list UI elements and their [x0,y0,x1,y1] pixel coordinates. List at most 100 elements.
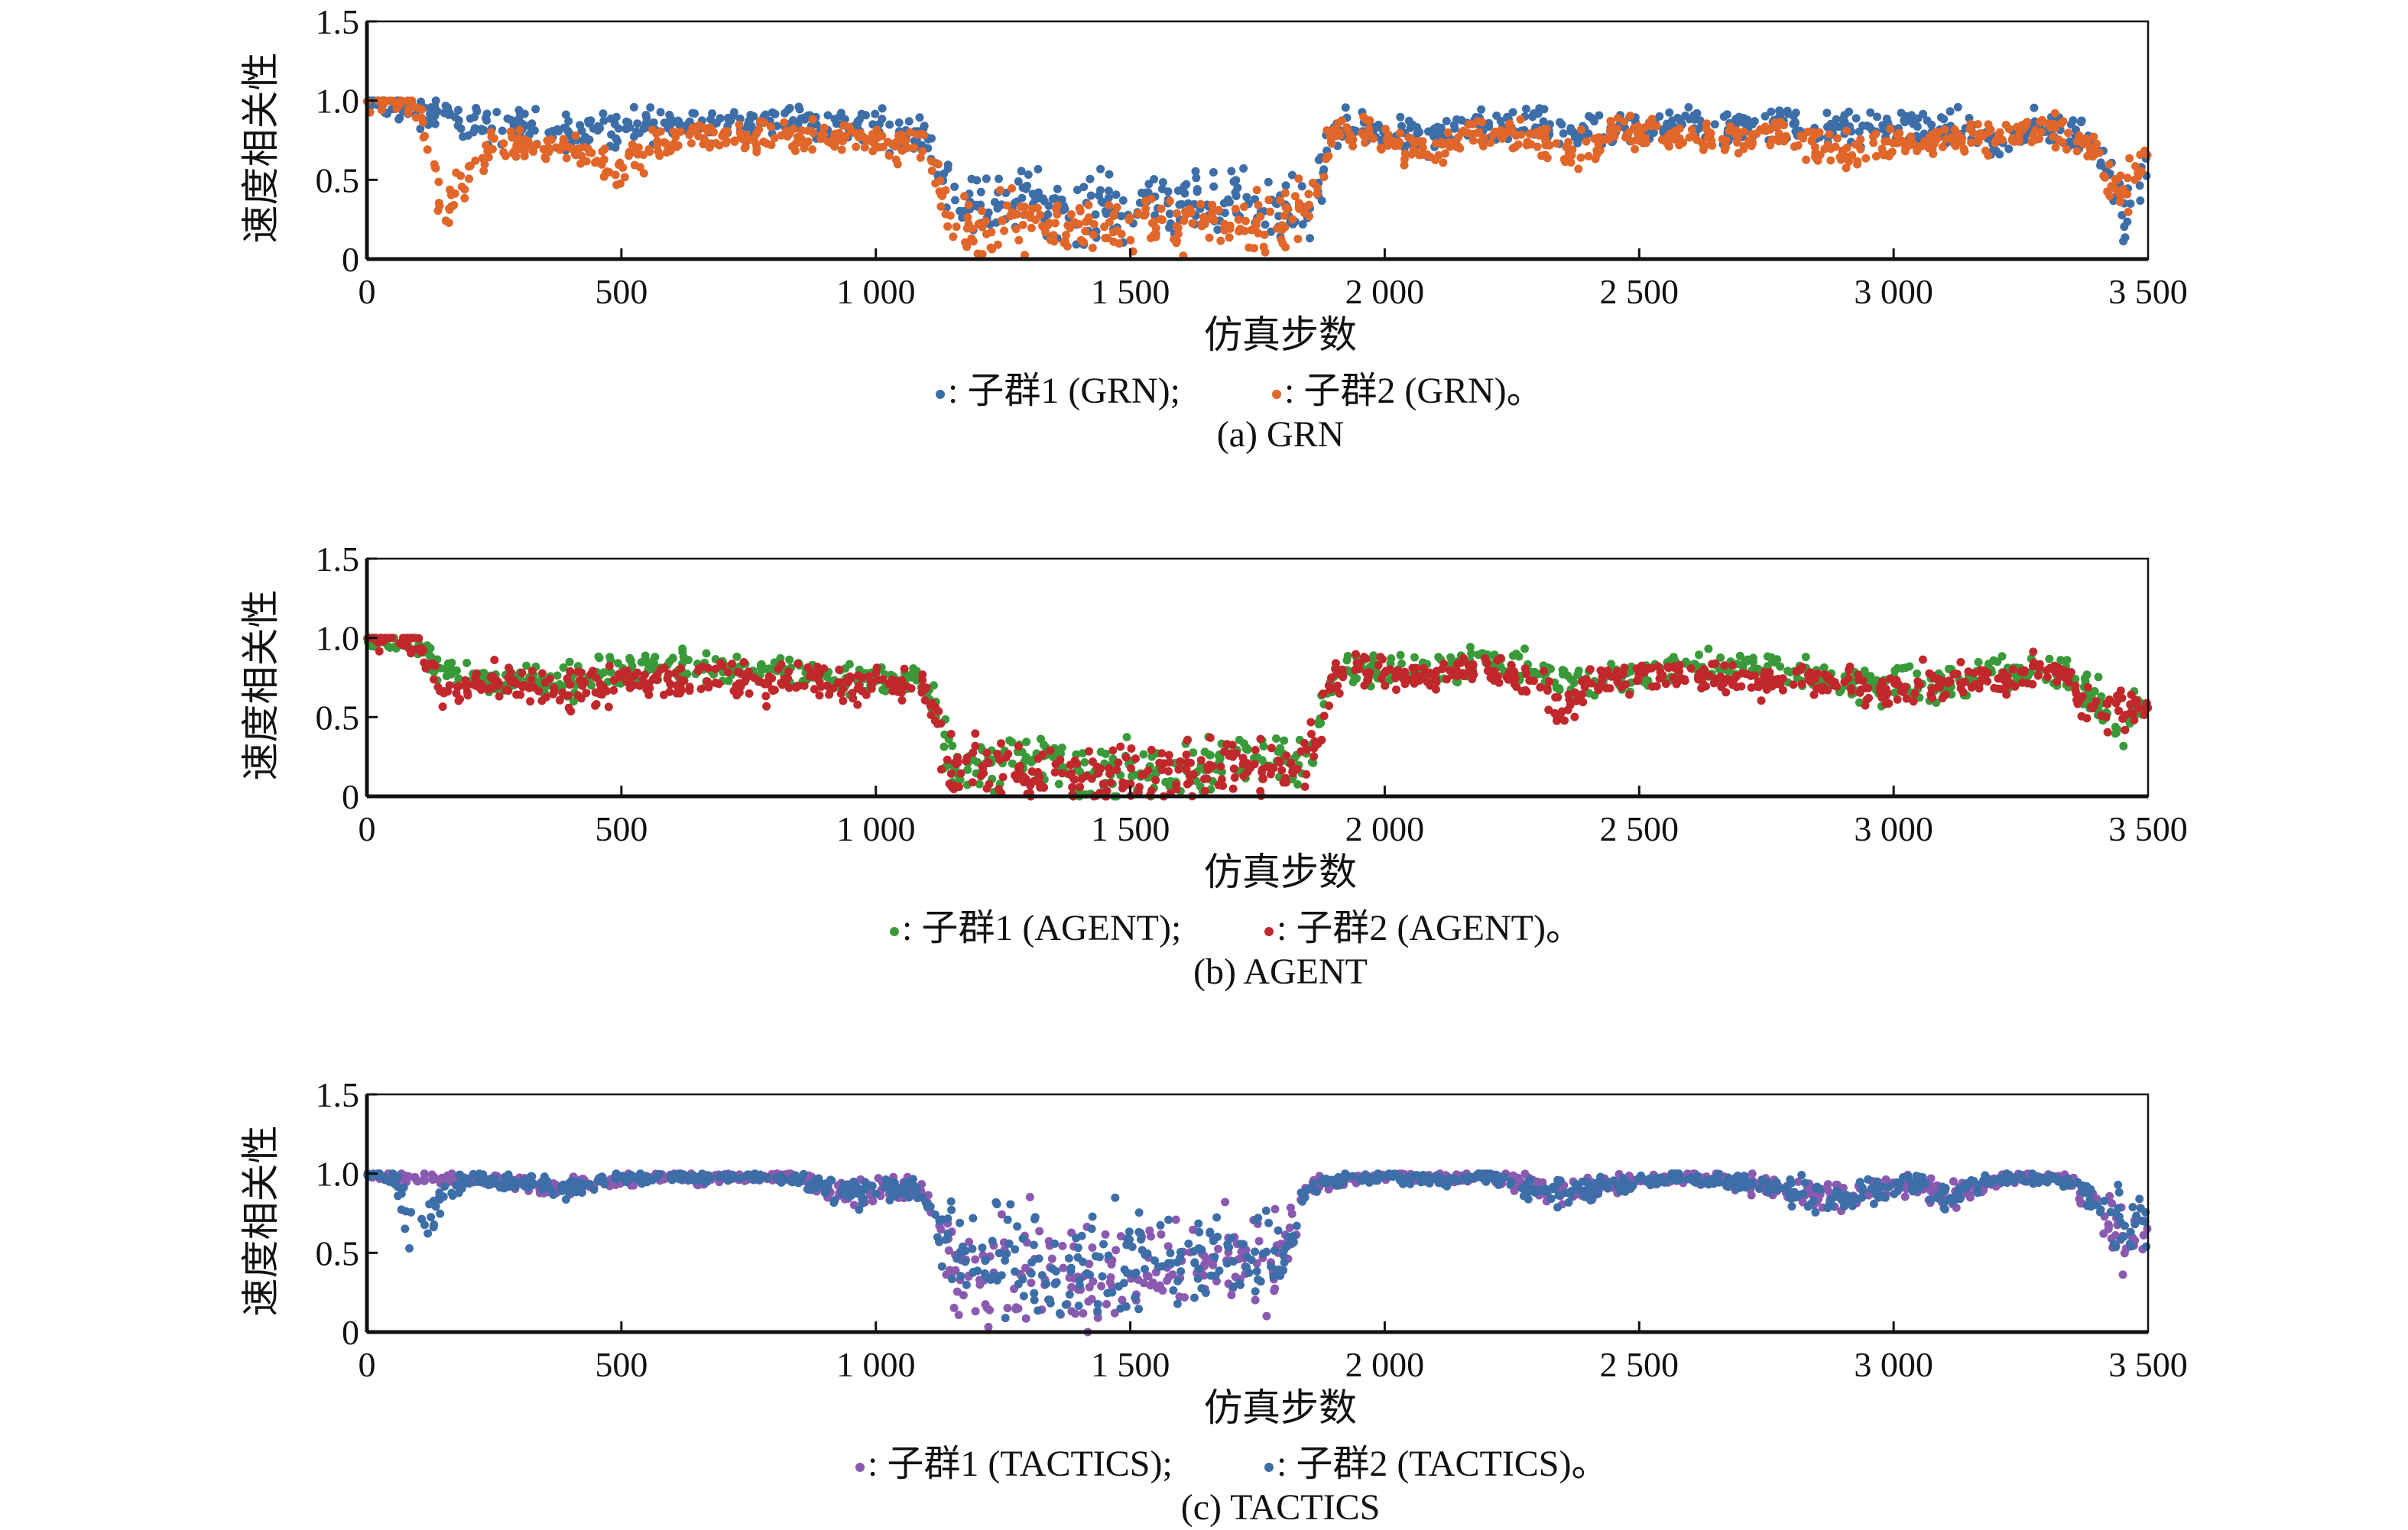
data-point [810,685,819,694]
data-point [1254,1237,1264,1246]
data-point [465,174,473,183]
data-point [1129,770,1138,780]
data-point [559,663,568,672]
data-point [454,674,463,683]
data-point [1459,653,1468,663]
data-point [993,750,1002,758]
data-point [1739,127,1748,136]
data-point [777,679,786,688]
data-point [1165,196,1174,206]
legend-label: : 子群1 (AGENT); [902,908,1181,948]
data-point [2118,1270,2127,1279]
data-point [1362,669,1371,678]
data-point [942,1270,951,1279]
data-point [944,1246,953,1255]
data-point [1907,111,1916,120]
data-point [1587,679,1596,688]
data-point [2005,678,2014,687]
data-point [1164,767,1173,776]
data-point [562,154,571,163]
data-point [1335,689,1344,698]
data-point [2076,1199,2085,1208]
data-point [443,103,453,112]
data-point [490,656,499,664]
data-point [1070,218,1079,227]
legend-prefix: : [948,371,967,411]
data-point [1559,666,1569,676]
data-point [1157,766,1167,774]
data-point [638,675,647,684]
data-point [853,700,862,709]
data-point [1219,747,1228,757]
data-point [1319,173,1329,182]
data-point [739,658,748,666]
data-point [1188,219,1197,228]
data-point [665,110,674,119]
data-point [1913,669,1922,678]
data-point [1183,758,1192,767]
data-point [595,689,604,699]
data-point [1796,131,1806,141]
data-point [1477,105,1486,114]
data-point [1238,760,1248,769]
data-point [693,666,703,676]
data-point [960,192,969,201]
data-point [1517,130,1526,139]
data-point [1294,199,1303,208]
data-point [1881,684,1890,693]
data-point [950,758,959,767]
data-point [740,677,749,686]
data-point [2088,704,2098,713]
x-tick-label: 0 [359,272,376,311]
data-point [1281,243,1290,251]
legend-marker-dot-icon [1264,927,1274,936]
data-point [504,686,513,695]
data-point [1050,219,1060,228]
series-2 [364,634,2153,801]
data-point [890,141,899,151]
data-point [1084,200,1093,209]
data-point [592,673,601,682]
data-point [604,702,613,712]
data-point [740,144,749,153]
data-point [1293,235,1303,244]
data-point [446,667,455,676]
data-point [544,143,553,152]
data-point [940,742,949,751]
data-point [1134,783,1144,792]
data-point [823,111,832,120]
legend-marker-dot-icon [890,927,899,936]
data-point [1324,681,1333,690]
data-point [1122,733,1131,741]
data-point [1287,170,1296,180]
data-point [1569,676,1578,685]
data-point [1996,673,2005,682]
data-point [1825,130,1834,139]
data-point [1953,102,1962,112]
data-point [1576,153,1585,162]
data-point [2072,147,2082,156]
data-point [1034,188,1043,197]
data-point [585,147,594,157]
data-point [735,128,745,138]
data-point [1192,776,1201,786]
data-point [1457,115,1466,125]
data-point [629,681,638,689]
data-point [1189,748,1198,757]
data-point [1621,680,1631,689]
data-point [508,148,518,157]
data-point [1185,205,1194,213]
data-point [1058,1241,1067,1250]
data-point [1704,127,1712,136]
data-point [2120,1249,2129,1258]
data-point [1300,782,1309,791]
data-point [1208,200,1217,209]
data-point [1582,137,1591,146]
data-point [949,1303,959,1312]
data-point [454,116,463,125]
data-point [927,134,936,143]
data-point [1994,684,2003,693]
data-point [526,697,535,706]
data-point [1266,770,1275,779]
data-point [1086,191,1095,200]
